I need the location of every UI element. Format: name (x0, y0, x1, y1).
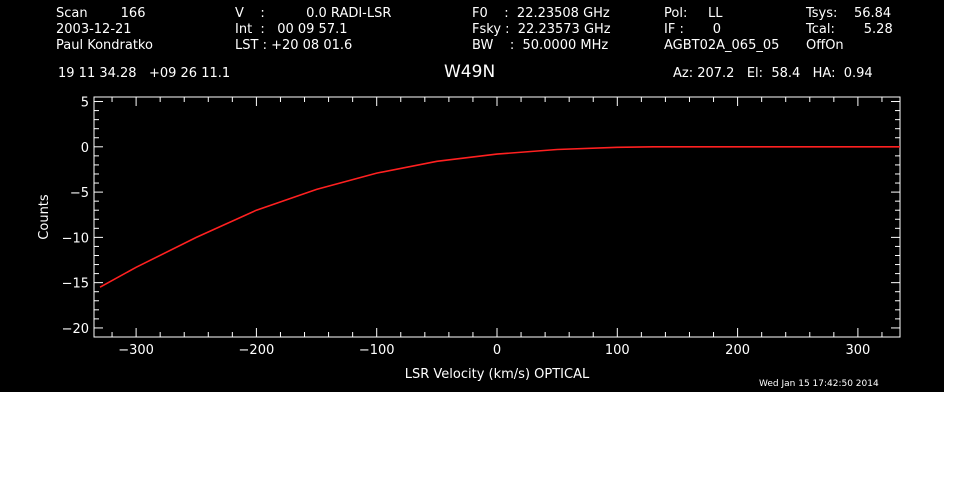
y-tick-label: 0 (81, 141, 89, 156)
header-date: 2003-12-21 (56, 22, 132, 37)
header-tcal: Tcal: 5.28 (806, 22, 893, 37)
header-bw: BW : 50.0000 MHz (472, 38, 609, 53)
header-fsky: Fsky : 22.23573 GHz (472, 22, 611, 37)
header-procedure: OffOn (806, 38, 844, 53)
header-if: IF : 0 (664, 22, 722, 37)
x-tick-label: −200 (239, 343, 275, 358)
plot-frame (93, 96, 901, 338)
spectrum-chart: −300 −200 −100 0 100 200 300 5 0 −5 −10 −15 −20 LSR V… (37, 96, 901, 382)
header-coordinates: 19 11 34.28 +09 26 11.1 (58, 66, 231, 81)
plot-window (0, 0, 944, 392)
x-tick-label: 200 (725, 343, 750, 358)
y-tick-label: −20 (62, 322, 89, 337)
header-pol: Pol: LL (664, 6, 723, 21)
header-project: AGBT02A_065_05 (664, 38, 780, 53)
series-line (99, 146, 900, 288)
header-az-el-ha: Az: 207.2 El: 58.4 HA: 0.94 (673, 66, 873, 81)
x-tick-label: 100 (605, 343, 630, 358)
y-tick-label: −10 (62, 231, 89, 246)
x-tick-label: 300 (845, 343, 870, 358)
x-axis-label: LSR Velocity (km/s) OPTICAL (405, 367, 590, 382)
header-velocity: V : 0.0 RADI-LSR (235, 6, 392, 21)
y-tick-label: 5 (81, 96, 89, 111)
header-lst: LST : +20 08 01.6 (235, 38, 353, 53)
x-tick-label: −100 (359, 343, 395, 358)
y-tick-label: −15 (62, 277, 89, 292)
header-observer: Paul Kondratko (56, 38, 153, 53)
header-scan-line: Scan 166 (56, 6, 146, 21)
timestamp: Wed Jan 15 17:42:50 2014 (759, 379, 879, 389)
y-axis-label: Counts (37, 194, 52, 240)
y-tick-label: −5 (70, 186, 89, 201)
header-integration: Int : 00 09 57.1 (235, 22, 348, 37)
chart-title: W49N (444, 62, 496, 82)
header-tsys: Tsys: 56.84 (806, 6, 892, 21)
x-tick-label: 0 (493, 343, 501, 358)
x-tick-label: −300 (118, 343, 154, 358)
header-f0: F0 : 22.23508 GHz (472, 6, 610, 21)
